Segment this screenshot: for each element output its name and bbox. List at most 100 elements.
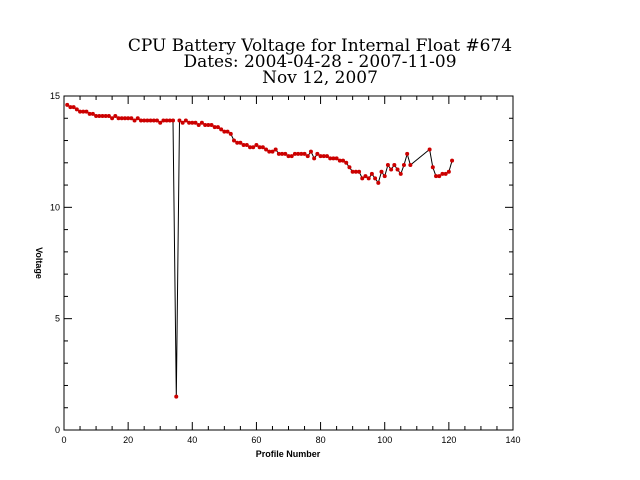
voltage-point: [334, 156, 339, 161]
voltage-point: [395, 167, 400, 172]
voltage-point: [167, 118, 172, 123]
voltage-point: [113, 114, 118, 119]
voltage-point: [347, 165, 352, 170]
voltage-point: [161, 118, 166, 123]
voltage-point: [116, 116, 121, 121]
voltage-point: [379, 169, 384, 174]
voltage-point: [443, 171, 448, 176]
voltage-point: [110, 116, 115, 121]
voltage-point: [276, 151, 281, 156]
voltage-point: [203, 122, 208, 127]
voltage-point: [231, 138, 236, 143]
voltage-point: [321, 154, 326, 159]
voltage-point: [183, 118, 188, 123]
voltage-point: [65, 102, 70, 107]
voltage-point: [126, 116, 131, 121]
voltage-point: [350, 169, 355, 174]
voltage-point: [408, 163, 413, 168]
voltage-point: [260, 145, 265, 150]
voltage-point: [187, 120, 192, 125]
voltage-point: [299, 151, 304, 156]
voltage-point: [190, 120, 195, 125]
x-tick-label: 80: [316, 435, 326, 445]
x-tick-label: 140: [505, 435, 520, 445]
voltage-point: [135, 116, 140, 121]
voltage-point: [376, 180, 381, 185]
voltage-point: [177, 118, 182, 123]
chart-date: Nov 12, 2007: [262, 68, 378, 88]
x-tick-label: 120: [441, 435, 456, 445]
voltage-point: [199, 120, 204, 125]
voltage-point: [382, 174, 387, 179]
voltage-point: [132, 118, 137, 123]
voltage-point: [270, 149, 275, 154]
voltage-point: [427, 147, 432, 152]
voltage-point: [389, 167, 394, 172]
voltage-point: [315, 151, 320, 156]
voltage-point: [193, 120, 198, 125]
voltage-point: [222, 129, 227, 134]
voltage-point: [215, 125, 220, 130]
voltage-point: [398, 171, 403, 176]
voltage-point: [103, 114, 108, 119]
voltage-point: [119, 116, 124, 121]
x-tick-label: 60: [251, 435, 261, 445]
voltage-point: [106, 114, 111, 119]
voltage-point: [84, 109, 89, 114]
voltage-point: [312, 156, 317, 161]
voltage-point: [241, 142, 246, 147]
voltage-point: [318, 154, 323, 159]
voltage-point: [151, 118, 156, 123]
voltage-point: [264, 147, 269, 152]
voltage-point: [341, 158, 346, 163]
voltage-point: [434, 174, 439, 179]
voltage-point: [129, 116, 134, 121]
y-tick-label: 15: [50, 91, 60, 101]
voltage-point: [148, 118, 153, 123]
chart-subtitle: Dates: 2004-04-28 - 2007-11-09: [183, 52, 457, 72]
voltage-point: [87, 111, 92, 116]
x-tick-label: 0: [61, 435, 66, 445]
voltage-point: [219, 127, 224, 132]
voltage-point: [283, 151, 288, 156]
voltage-point: [440, 171, 445, 176]
voltage-point: [248, 145, 253, 150]
voltage-point: [180, 120, 185, 125]
voltage-point: [286, 154, 291, 159]
voltage-point: [174, 394, 179, 399]
voltage-point: [337, 158, 342, 163]
voltage-point: [328, 156, 333, 161]
voltage-point: [430, 165, 435, 170]
voltage-point: [171, 118, 176, 123]
voltage-point: [308, 149, 313, 154]
voltage-point: [392, 163, 397, 168]
voltage-point: [405, 151, 410, 156]
voltage-point: [267, 149, 272, 154]
voltage-point: [296, 151, 301, 156]
voltage-point: [254, 142, 259, 147]
voltage-point: [158, 120, 163, 125]
voltage-point: [446, 169, 451, 174]
voltage-point: [142, 118, 147, 123]
y-tick-label: 0: [55, 425, 60, 435]
voltage-point: [280, 151, 285, 156]
voltage-point: [94, 114, 99, 119]
voltage-point: [450, 158, 455, 163]
voltage-point: [292, 151, 297, 156]
voltage-point: [100, 114, 105, 119]
voltage-point: [122, 116, 127, 121]
voltage-point: [401, 163, 406, 168]
voltage-point: [302, 151, 307, 156]
voltage-point: [209, 122, 214, 127]
voltage-point: [360, 176, 365, 181]
voltage-point: [68, 105, 73, 110]
voltage-point: [437, 174, 442, 179]
voltage-point: [366, 176, 371, 181]
voltage-point: [273, 147, 278, 152]
voltage-point: [289, 154, 294, 159]
voltage-point: [155, 118, 160, 123]
voltage-point: [206, 122, 211, 127]
voltage-point: [324, 154, 329, 159]
voltage-point: [251, 145, 256, 150]
